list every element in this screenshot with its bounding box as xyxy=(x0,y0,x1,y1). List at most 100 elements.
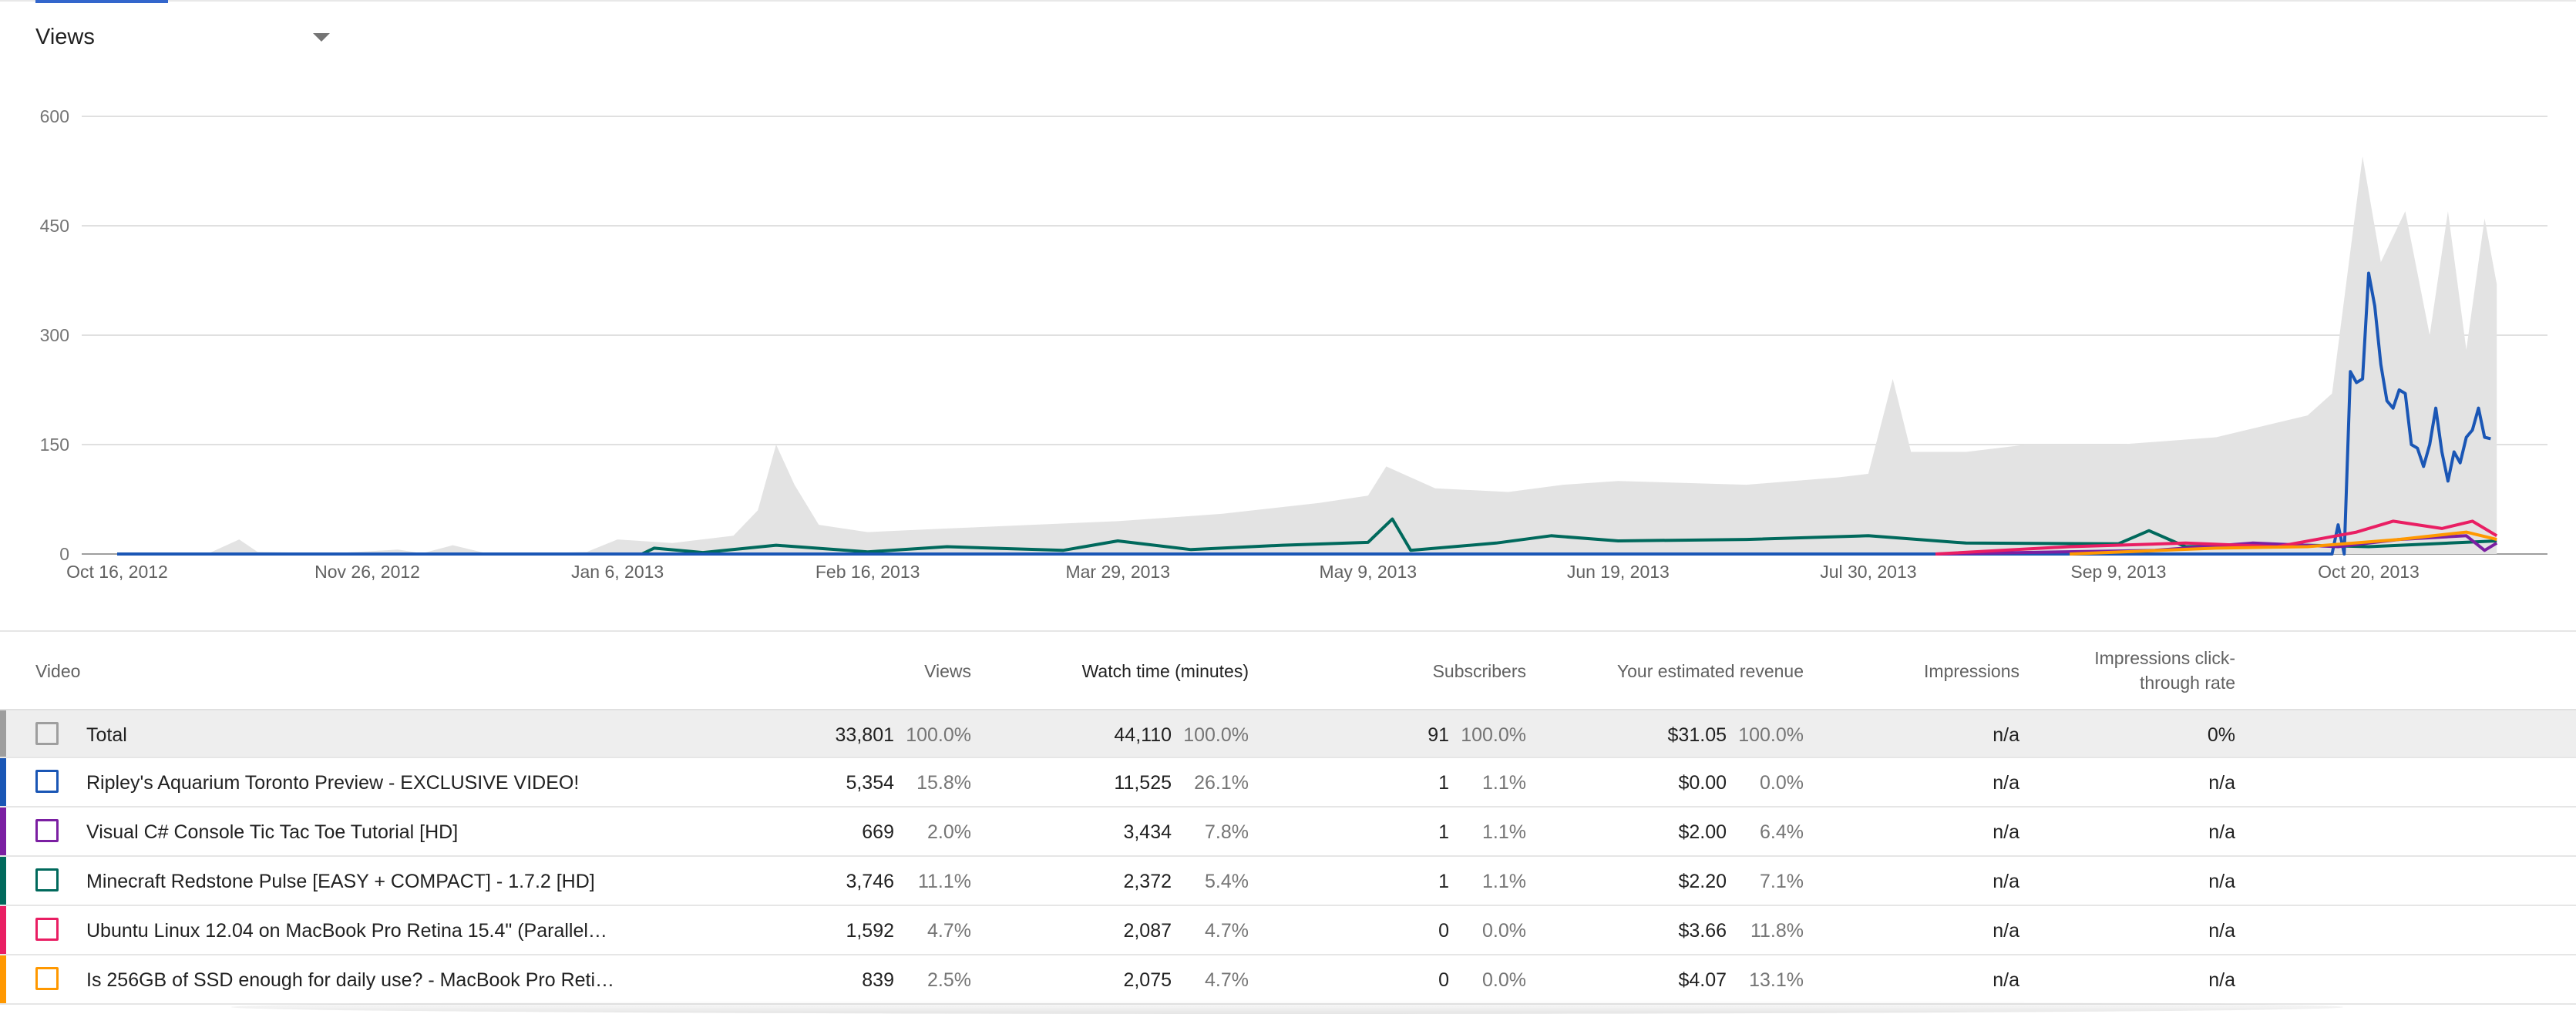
row-title[interactable]: Visual C# Console Tic Tac Toe Tutorial [… xyxy=(86,821,459,843)
ctr-value: n/a xyxy=(2208,871,2235,892)
ctr-value: n/a xyxy=(2208,969,2235,991)
x-tick-label: Nov 26, 2012 xyxy=(314,562,420,582)
views-percent: 2.5% xyxy=(927,969,971,991)
row-color-marker xyxy=(0,906,6,954)
header-video[interactable]: Video xyxy=(35,661,81,681)
watch-time-value: 44,110 xyxy=(1114,724,1172,746)
watch-time-percent: 26.1% xyxy=(1194,772,1249,794)
revenue-percent: 13.1% xyxy=(1749,969,1804,991)
table-row[interactable]: Ubuntu Linux 12.04 on MacBook Pro Retina… xyxy=(0,906,2576,955)
x-tick-label: Jul 30, 2013 xyxy=(1820,562,1916,582)
watch-time-percent: 4.7% xyxy=(1205,969,1249,991)
header-impressions[interactable]: Impressions xyxy=(1924,661,2019,681)
table-row-total[interactable]: Total 33,801 100.0% 44,110 100.0% 91 100… xyxy=(0,709,2576,758)
views-percent: 11.1% xyxy=(917,871,971,892)
watch-time-percent: 7.8% xyxy=(1205,821,1249,843)
subscribers-percent: 0.0% xyxy=(1482,920,1526,942)
impressions-value: n/a xyxy=(1993,724,2019,746)
metric-dropdown[interactable]: Views xyxy=(35,14,336,60)
watch-time-value: 2,372 xyxy=(1123,871,1172,892)
series-line-4 xyxy=(1935,519,2498,556)
row-title[interactable]: Minecraft Redstone Pulse [EASY + COMPACT… xyxy=(86,871,595,892)
series-line-5 xyxy=(2070,530,2497,556)
subscribers-percent: 0.0% xyxy=(1482,969,1526,991)
impressions-value: n/a xyxy=(1993,871,2019,892)
row-color-marker xyxy=(0,857,6,905)
revenue-value: $2.20 xyxy=(1678,871,1727,892)
revenue-value: $3.66 xyxy=(1678,920,1727,942)
table-row[interactable]: Minecraft Redstone Pulse [EASY + COMPACT… xyxy=(0,857,2576,906)
row-title: Total xyxy=(86,724,127,746)
impressions-value: n/a xyxy=(1993,920,2019,942)
y-tick-label: 300 xyxy=(40,325,69,345)
row-title[interactable]: Ripley's Aquarium Toronto Preview - EXCL… xyxy=(86,772,580,794)
row-checkbox[interactable] xyxy=(35,868,59,891)
revenue-value: $2.00 xyxy=(1678,821,1727,843)
table-bottom-shadow xyxy=(231,1000,2343,1014)
views-value: 5,354 xyxy=(846,772,894,794)
header-watch-time[interactable]: Watch time (minutes) xyxy=(1081,661,1249,681)
subscribers-percent: 1.1% xyxy=(1482,772,1526,794)
watch-time-percent: 5.4% xyxy=(1205,871,1249,892)
revenue-percent: 11.8% xyxy=(1750,920,1804,942)
ctr-value: n/a xyxy=(2208,920,2235,942)
impressions-value: n/a xyxy=(1993,821,2019,843)
table-row[interactable]: Visual C# Console Tic Tac Toe Tutorial [… xyxy=(0,808,2576,857)
views-percent: 100.0% xyxy=(906,724,971,746)
revenue-value: $4.07 xyxy=(1678,969,1727,991)
row-checkbox[interactable] xyxy=(35,918,59,941)
table-header: Video Views Watch time (minutes) Subscri… xyxy=(0,632,2576,709)
views-value: 3,746 xyxy=(846,871,894,892)
header-views[interactable]: Views xyxy=(924,661,971,681)
y-tick-label: 600 xyxy=(40,106,69,126)
x-tick-label: Jun 19, 2013 xyxy=(1567,562,1670,582)
row-checkbox[interactable] xyxy=(35,967,59,990)
watch-time-value: 2,075 xyxy=(1123,969,1172,991)
row-title[interactable]: Ubuntu Linux 12.04 on MacBook Pro Retina… xyxy=(86,920,607,942)
chevron-down-icon xyxy=(313,32,330,42)
x-tick-label: May 9, 2013 xyxy=(1319,562,1417,582)
header-subscribers[interactable]: Subscribers xyxy=(1432,661,1526,681)
subscribers-value: 1 xyxy=(1438,821,1449,843)
row-title[interactable]: Is 256GB of SSD enough for daily use? - … xyxy=(86,969,615,991)
ctr-value: n/a xyxy=(2208,821,2235,843)
header-ctr-line2: through rate xyxy=(2139,673,2235,693)
x-tick-label: Jan 6, 2013 xyxy=(571,562,664,582)
active-tab-indicator xyxy=(35,0,168,3)
subscribers-value: 0 xyxy=(1438,920,1449,942)
row-color-marker xyxy=(0,808,6,855)
table-row[interactable]: Ripley's Aquarium Toronto Preview - EXCL… xyxy=(0,758,2576,808)
row-checkbox[interactable] xyxy=(35,770,59,793)
top-divider xyxy=(0,0,2576,2)
revenue-percent: 6.4% xyxy=(1760,821,1804,843)
x-tick-label: Mar 29, 2013 xyxy=(1065,562,1170,582)
ctr-value: 0% xyxy=(2207,724,2235,746)
subscribers-value: 0 xyxy=(1438,969,1449,991)
row-color-marker xyxy=(0,758,6,806)
impressions-value: n/a xyxy=(1993,969,2019,991)
header-revenue[interactable]: Your estimated revenue xyxy=(1616,661,1804,681)
subscribers-percent: 1.1% xyxy=(1482,821,1526,843)
revenue-percent: 100.0% xyxy=(1738,724,1804,746)
y-tick-label: 0 xyxy=(59,544,69,564)
row-checkbox[interactable] xyxy=(35,722,59,745)
header-ctr[interactable]: Impressions click- through rate xyxy=(2094,646,2235,695)
views-percent: 15.8% xyxy=(916,772,971,794)
views-percent: 2.0% xyxy=(927,821,971,843)
revenue-value: $31.05 xyxy=(1667,724,1727,746)
series-line-1 xyxy=(117,517,2497,556)
subscribers-value: 1 xyxy=(1438,772,1449,794)
revenue-value: $0.00 xyxy=(1678,772,1727,794)
x-tick-label: Feb 16, 2013 xyxy=(816,562,920,582)
revenue-percent: 7.1% xyxy=(1760,871,1804,892)
views-value: 669 xyxy=(862,821,894,843)
series-line-2 xyxy=(117,271,2491,556)
x-tick-label: Sep 9, 2013 xyxy=(2070,562,2166,582)
table-row[interactable]: Is 256GB of SSD enough for daily use? - … xyxy=(0,955,2576,1005)
row-checkbox[interactable] xyxy=(35,819,59,842)
row-color-marker xyxy=(0,710,6,757)
views-value: 1,592 xyxy=(846,920,894,942)
impressions-value: n/a xyxy=(1993,772,2019,794)
revenue-percent: 0.0% xyxy=(1760,772,1804,794)
x-tick-label: Oct 20, 2013 xyxy=(2318,562,2420,582)
